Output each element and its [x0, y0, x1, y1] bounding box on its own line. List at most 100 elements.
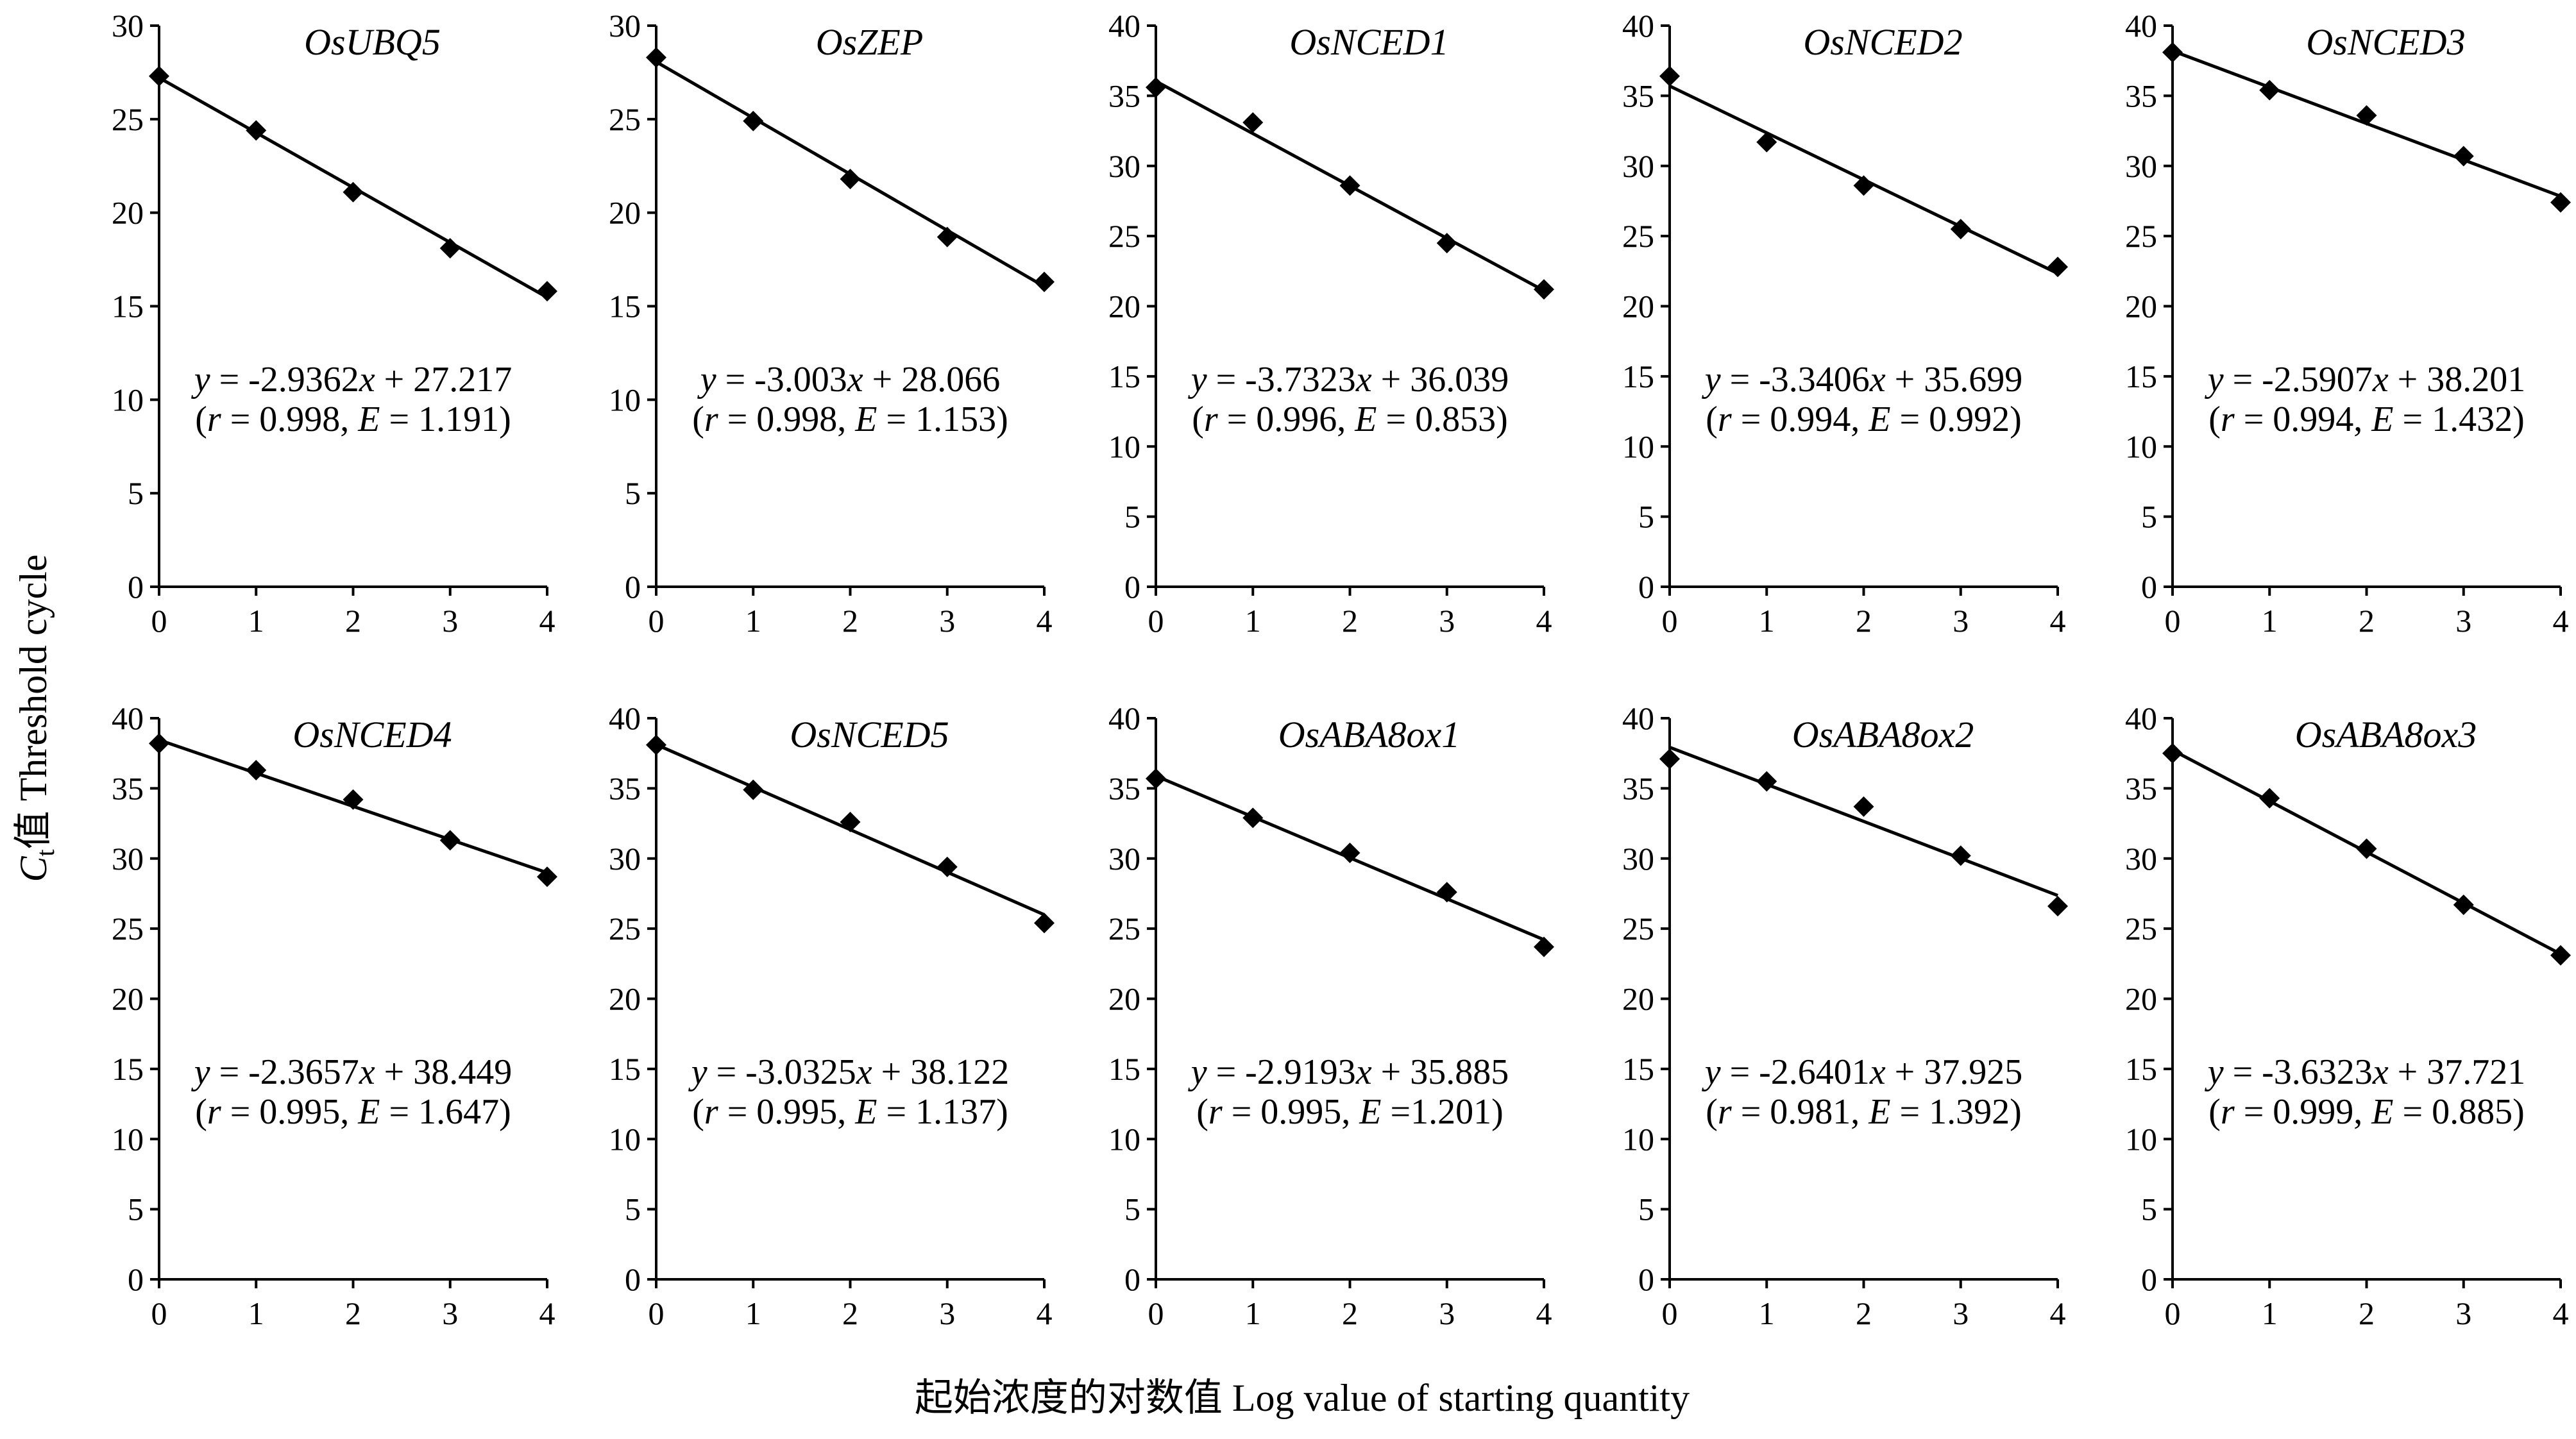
y-tick-label: 0 [1638, 1261, 1654, 1297]
y-tick-label: 25 [1622, 218, 1654, 254]
x-tick-label: 1 [1759, 603, 1775, 639]
data-point [343, 789, 364, 810]
x-tick-label: 3 [1439, 603, 1455, 639]
data-point [439, 238, 461, 259]
x-tick-label: 0 [1662, 603, 1678, 639]
fit-statistics: (r = 0.994, E = 0.992) [1706, 400, 2022, 439]
data-point [1950, 845, 1971, 866]
x-tick-label: 0 [2165, 603, 2181, 639]
data-point [2259, 787, 2280, 809]
y-tick-label: 20 [2125, 981, 2157, 1017]
y-tick-label: 30 [2125, 148, 2157, 184]
y-tick-label: 5 [625, 475, 641, 511]
x-tick-label: 1 [2262, 1295, 2278, 1331]
data-point [1534, 279, 1554, 300]
x-tick-label: 2 [1342, 1295, 1358, 1331]
fit-statistics: (r = 0.994, E = 1.432) [2208, 400, 2525, 439]
gene-title: OsUBQ5 [304, 21, 441, 63]
y-tick-label: 0 [2141, 569, 2157, 605]
y-tick-label: 40 [112, 700, 144, 736]
x-tick-label: 1 [1759, 1295, 1775, 1331]
y-tick-label: 30 [2125, 841, 2157, 877]
x-tick-label: 2 [842, 603, 858, 639]
fit-statistics: (r = 0.998, E = 1.191) [195, 400, 511, 439]
x-tick-label: 3 [442, 1295, 458, 1331]
y-tick-label: 10 [1108, 428, 1140, 464]
y-tick-label: 15 [112, 289, 144, 324]
x-tick-label: 3 [939, 1295, 955, 1331]
x-tick-label: 4 [539, 603, 555, 639]
data-point [2047, 257, 2068, 278]
data-point [149, 65, 169, 87]
data-point [1034, 271, 1055, 292]
y-tick-label: 0 [1124, 569, 1140, 605]
y-tick-label: 40 [2125, 8, 2157, 44]
regression-equation: y = -2.5907x + 38.201 [2205, 360, 2526, 400]
regression-equation: y = -3.6323x + 37.721 [2205, 1052, 2526, 1092]
panel-osnced1: 0 5 10 15 20 25 30 35 40 0 1 2 3 4 OsNCED1 y = -3.7323x… [1108, 8, 1554, 639]
x-tick-label: 4 [1536, 603, 1552, 639]
y-tick-label: 5 [1124, 1191, 1140, 1227]
y-tick-label: 25 [2125, 911, 2157, 947]
data-point [2356, 838, 2377, 859]
y-tick-label: 25 [112, 101, 144, 137]
x-tick-label: 0 [1148, 603, 1164, 639]
x-axis-title: 起始浓度的对数值 Log value of starting quantity [915, 1377, 1690, 1419]
y-axis-title-symbol: C [12, 856, 55, 882]
y-tick-label: 35 [112, 770, 144, 806]
data-point [1436, 882, 1457, 903]
data-point [149, 733, 169, 754]
panel-osaba8ox1: 0 5 10 15 20 25 30 35 40 0 1 2 3 4 OsABA8ox1 y = -2.919… [1108, 700, 1554, 1331]
y-tick-label: 25 [1108, 911, 1140, 947]
data-point [1659, 748, 1680, 770]
y-tick-label: 30 [609, 8, 641, 44]
x-tick-label: 1 [2262, 603, 2278, 639]
panel-osubq5: 0 5 10 15 20 25 30 0 1 2 3 4 OsUBQ5 y = -2.9362x + 27… [112, 8, 557, 639]
x-tick-label: 2 [345, 1295, 361, 1331]
y-tick-label: 5 [625, 1191, 641, 1227]
data-point [1146, 768, 1166, 789]
x-tick-label: 2 [2359, 603, 2375, 639]
data-point [840, 169, 861, 190]
y-tick-label: 35 [609, 770, 641, 806]
y-tick-label: 20 [112, 981, 144, 1017]
gene-title: OsABA8ox2 [1792, 714, 1974, 755]
data-point [439, 830, 461, 851]
y-tick-label: 15 [1622, 358, 1654, 394]
y-tick-label: 10 [112, 382, 144, 417]
y-tick-label: 15 [1622, 1051, 1654, 1087]
y-tick-label: 35 [1622, 770, 1654, 806]
y-tick-label: 40 [1108, 700, 1140, 736]
regression-equation: y = -3.7323x + 36.039 [1188, 360, 1509, 400]
gene-title: OsABA8ox3 [2295, 714, 2477, 755]
data-point [1853, 796, 1874, 817]
data-point [1339, 175, 1360, 196]
fit-statistics: (r = 0.999, E = 0.885) [2208, 1092, 2525, 1132]
x-tick-label: 0 [151, 1295, 167, 1331]
data-point [1534, 936, 1554, 957]
y-tick-label: 5 [1638, 499, 1654, 535]
y-tick-label: 40 [2125, 700, 2157, 736]
y-tick-label: 20 [1622, 981, 1654, 1017]
x-tick-label: 0 [151, 603, 167, 639]
y-tick-label: 5 [128, 1191, 144, 1227]
regression-equation: y = -2.3657x + 38.449 [191, 1052, 513, 1092]
regression-line [1669, 746, 2058, 897]
panel-osnced4: 0 5 10 15 20 25 30 35 40 0 1 2 3 4 OsNCED4 y = -2.3657x… [112, 700, 557, 1331]
x-tick-label: 2 [1342, 603, 1358, 639]
data-point [537, 281, 557, 302]
regression-equation: y = -3.003x + 28.066 [697, 360, 1001, 400]
panel-osnced3: 0 5 10 15 20 25 30 35 40 0 1 2 3 4 OsNCED3 y = -2.5907x… [2125, 8, 2571, 639]
x-tick-label: 4 [539, 1295, 555, 1331]
y-axis-title: Ct值 Threshold cycle [12, 555, 60, 882]
y-tick-label: 10 [1622, 428, 1654, 464]
y-tick-label: 10 [2125, 428, 2157, 464]
x-tick-label: 2 [345, 603, 361, 639]
gene-title: OsNCED2 [1803, 21, 1962, 63]
data-point [743, 110, 764, 131]
data-point [2162, 42, 2183, 63]
gene-title: OsNCED5 [790, 714, 949, 755]
y-tick-label: 25 [1622, 911, 1654, 947]
data-point [1034, 913, 1055, 934]
data-point [1339, 843, 1360, 863]
